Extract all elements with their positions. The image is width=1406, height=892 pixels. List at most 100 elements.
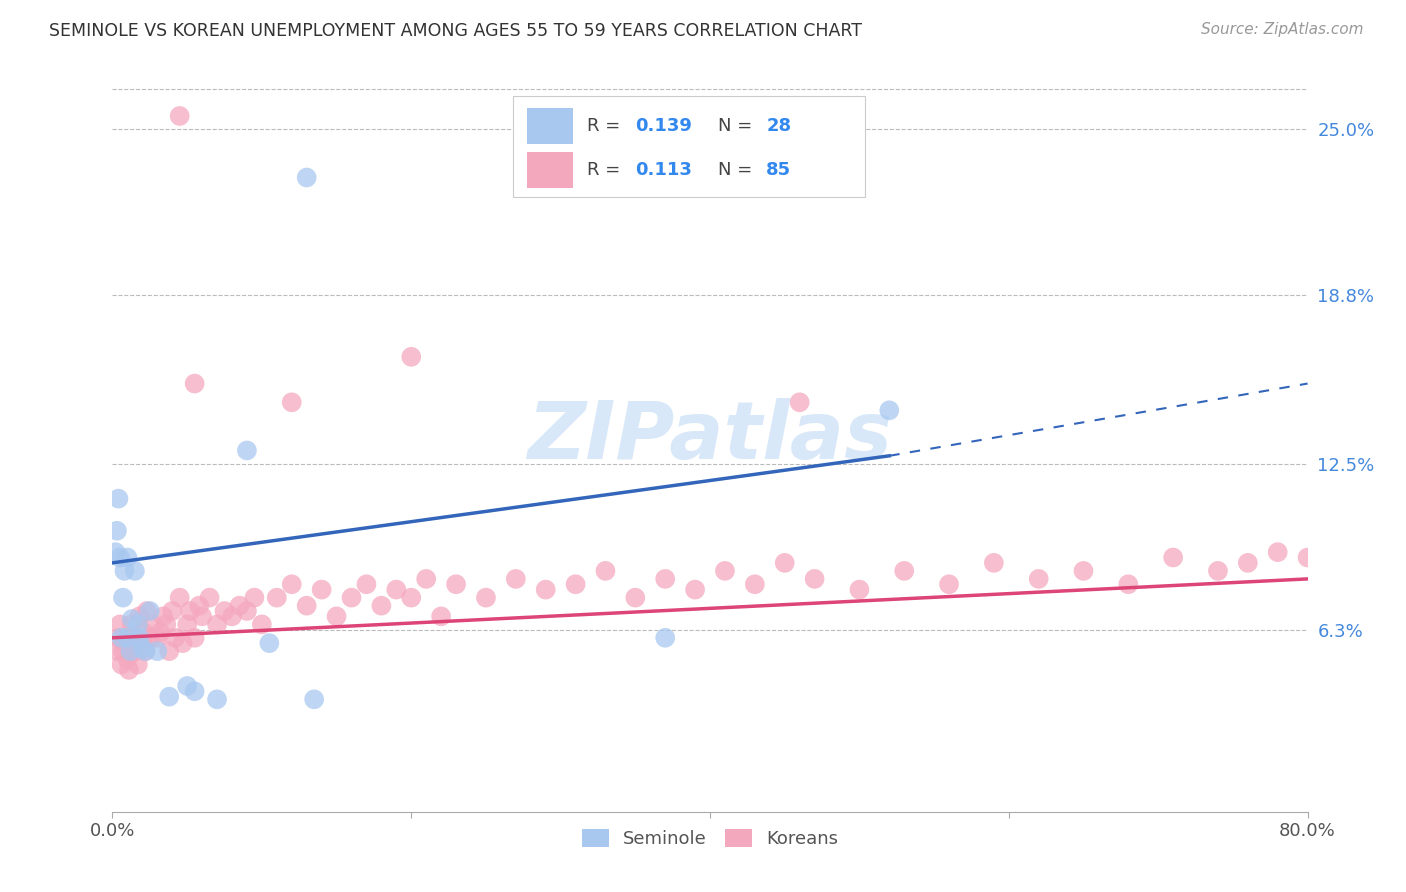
Point <box>134 644 156 658</box>
Point <box>191 609 214 624</box>
Point <box>221 609 243 624</box>
Point <box>111 591 134 605</box>
Point <box>104 545 127 559</box>
Point <box>938 577 960 591</box>
Point <box>146 644 169 658</box>
Point <box>135 604 157 618</box>
Point <box>250 617 273 632</box>
Point <box>128 609 150 624</box>
Point <box>183 684 205 698</box>
Point <box>114 564 135 578</box>
Point <box>340 591 363 605</box>
Point <box>385 582 408 597</box>
Point <box>117 631 139 645</box>
Point <box>134 644 156 658</box>
Point <box>356 577 378 591</box>
Point <box>370 599 392 613</box>
Point <box>183 631 205 645</box>
FancyBboxPatch shape <box>513 96 866 197</box>
Point <box>117 550 139 565</box>
Point <box>744 577 766 591</box>
Point <box>169 591 191 605</box>
Point <box>295 599 318 613</box>
Point <box>1237 556 1260 570</box>
Point <box>295 170 318 185</box>
Text: ZIPatlas: ZIPatlas <box>527 398 893 476</box>
Point <box>475 591 498 605</box>
Point <box>139 631 162 645</box>
Point <box>110 631 132 645</box>
Point <box>183 376 205 391</box>
Point <box>132 625 155 640</box>
Point <box>107 491 129 506</box>
Point <box>415 572 437 586</box>
Point <box>236 443 259 458</box>
Point <box>325 609 347 624</box>
Point <box>157 690 180 704</box>
Text: N =: N = <box>718 161 758 178</box>
Point <box>176 617 198 632</box>
Point <box>205 617 228 632</box>
Point <box>893 564 915 578</box>
Point <box>228 599 250 613</box>
Point <box>125 631 148 645</box>
Point <box>108 617 131 632</box>
Point <box>114 636 135 650</box>
Point <box>1118 577 1140 591</box>
Point <box>311 582 333 597</box>
Point <box>401 591 423 605</box>
Point <box>773 556 796 570</box>
Point <box>157 644 180 658</box>
Point <box>127 657 149 672</box>
Point <box>165 631 187 645</box>
Text: N =: N = <box>718 117 758 135</box>
Point <box>1296 550 1319 565</box>
Point <box>122 636 145 650</box>
Text: 85: 85 <box>766 161 792 178</box>
Point <box>179 604 201 618</box>
Point <box>259 636 281 650</box>
Point <box>654 631 676 645</box>
Point <box>155 617 177 632</box>
Text: 28: 28 <box>766 117 792 135</box>
Point <box>139 604 162 618</box>
Point <box>281 395 304 409</box>
Text: SEMINOLE VS KOREAN UNEMPLOYMENT AMONG AGES 55 TO 59 YEARS CORRELATION CHART: SEMINOLE VS KOREAN UNEMPLOYMENT AMONG AG… <box>49 22 862 40</box>
Point <box>169 109 191 123</box>
Point <box>120 644 142 658</box>
FancyBboxPatch shape <box>527 152 572 187</box>
Point <box>128 631 150 645</box>
Point <box>1161 550 1184 565</box>
Point <box>848 582 870 597</box>
Point <box>117 652 139 666</box>
Point <box>879 403 901 417</box>
Point <box>105 644 128 658</box>
Point <box>176 679 198 693</box>
Point <box>214 604 236 618</box>
Point <box>243 591 266 605</box>
Point <box>534 582 557 597</box>
Point <box>654 572 676 586</box>
Point <box>444 577 467 591</box>
Text: Source: ZipAtlas.com: Source: ZipAtlas.com <box>1201 22 1364 37</box>
Point <box>983 556 1005 570</box>
Point <box>281 577 304 591</box>
Point <box>236 604 259 618</box>
Point <box>121 612 143 626</box>
Point <box>1028 572 1050 586</box>
Point <box>108 550 131 565</box>
Point <box>152 609 174 624</box>
Point <box>266 591 288 605</box>
Point <box>564 577 586 591</box>
Point <box>127 617 149 632</box>
Point <box>430 609 453 624</box>
Point <box>146 631 169 645</box>
Point <box>111 644 134 658</box>
Point <box>198 591 221 605</box>
Point <box>803 572 825 586</box>
Text: R =: R = <box>586 117 626 135</box>
Point <box>624 591 647 605</box>
Point <box>105 524 128 538</box>
Point <box>1206 564 1229 578</box>
Point <box>505 572 527 586</box>
